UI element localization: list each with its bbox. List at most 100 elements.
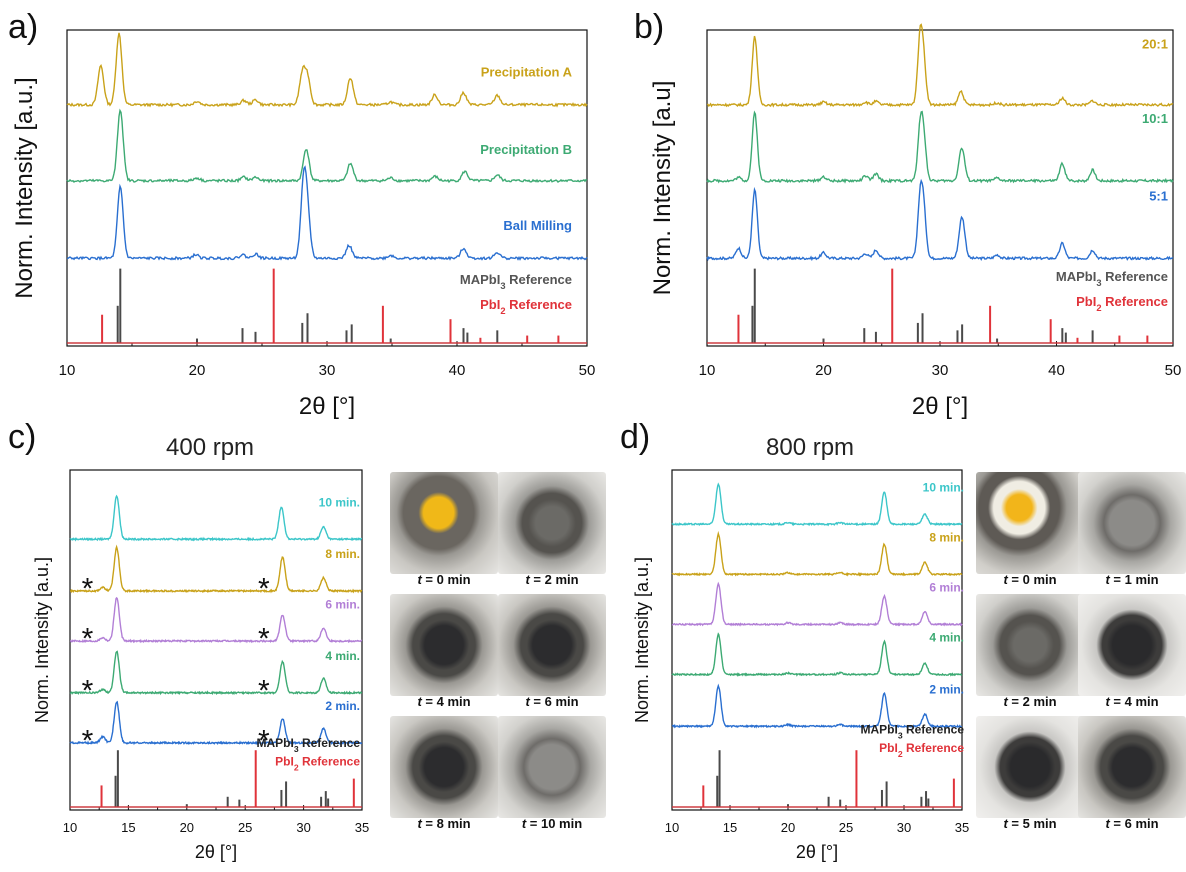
xrd-pattern-line: [69, 596, 363, 644]
asterisk-annotation: *: [258, 725, 270, 758]
photo-caption: t = 10 min: [521, 816, 583, 831]
xrd-pattern-line: [671, 482, 963, 527]
ball-mill-jar-photo: [390, 716, 498, 818]
x-axis-label: 2θ [°]: [912, 393, 968, 420]
x-tick-label: 15: [723, 820, 737, 835]
asterisk-annotation: *: [82, 573, 94, 606]
series-label: 2 min.: [929, 682, 964, 696]
asterisk-annotation: *: [258, 623, 270, 656]
ball-mill-jar-photo: [390, 472, 498, 574]
series-label: Precipitation A: [481, 64, 573, 79]
series-sticks: [672, 750, 962, 808]
rpm-title-d: 800 rpm: [766, 434, 855, 461]
x-tick-label: 10: [665, 820, 679, 835]
panel-label-b: b): [634, 8, 665, 46]
photo-caption: t = 4 min: [1105, 694, 1159, 709]
x-tick-label: 35: [355, 820, 369, 835]
y-axis-label: Norm. Intensity [a.u.]: [11, 77, 38, 298]
ball-mill-jar-photo: [1078, 594, 1186, 696]
xrd-chart-c: 10 15 20 25 30 35 2θ [°] Norm. Intensity [a.u.]…: [32, 469, 369, 862]
x-axis-label: 2θ [°]: [796, 842, 838, 862]
x-tick-label: 30: [932, 362, 949, 379]
series-label: MAPbI3 Reference: [460, 272, 572, 291]
series-label: 4 min.: [325, 649, 360, 663]
asterisk-annotation: *: [258, 674, 270, 707]
photo-caption: t = 4 min: [417, 694, 471, 709]
xrd-pattern-line: [706, 178, 1174, 262]
x-tick-label: 40: [449, 362, 466, 379]
x-tick-label: 10: [63, 820, 77, 835]
xrd-pattern-line: [69, 544, 363, 594]
xrd-pattern-line: [671, 581, 963, 627]
x-tick-label: 20: [815, 362, 832, 379]
x-tick-label: 30: [897, 820, 911, 835]
series-label: PbI2 Reference: [480, 297, 572, 316]
series-label: MAPbI3 Reference: [860, 723, 964, 741]
photo-caption: t = 5 min: [1003, 816, 1057, 831]
panel-label-a: a): [8, 8, 39, 46]
series-label: 5:1: [1149, 188, 1168, 203]
series-label: MAPbI3 Reference: [1056, 269, 1168, 288]
series-label: 4 min.: [929, 631, 964, 645]
photo-caption: t = 0 min: [1003, 572, 1057, 587]
x-tick-label: 20: [189, 362, 206, 379]
x-tick-label: 50: [1165, 362, 1182, 379]
x-tick-label: 25: [839, 820, 853, 835]
y-axis-label: Norm. Intensity [a.u]: [649, 81, 676, 296]
photo-caption: t = 0 min: [417, 572, 471, 587]
ball-mill-jar-photo: [498, 472, 606, 574]
series-label: 8 min.: [325, 547, 360, 561]
photo-caption: t = 2 min: [1003, 694, 1057, 709]
photo-caption: t = 1 min: [1105, 572, 1159, 587]
series-label: MAPbI3 Reference: [256, 736, 360, 754]
ball-mill-jar-photo: [1078, 472, 1186, 574]
x-tick-label: 15: [121, 820, 135, 835]
series-label: 2 min.: [325, 699, 360, 713]
xrd-pattern-line: [69, 494, 362, 542]
series-sticks: [707, 268, 1173, 344]
series-sticks: [672, 750, 962, 808]
series-label: Precipitation B: [480, 142, 572, 157]
series-label: PbI2 Reference: [1076, 294, 1168, 313]
series-label: 10 min.: [319, 495, 360, 509]
panel-label-d: d): [620, 418, 651, 456]
xrd-pattern-line: [66, 165, 588, 261]
x-tick-label: 50: [579, 362, 596, 379]
x-tick-label: 30: [296, 820, 310, 835]
x-tick-label: 10: [699, 362, 716, 379]
xrd-chart-b: 10 20 30 40 50 2θ [°] Norm. Intensity [a.u] 20:…: [649, 23, 1182, 420]
rpm-title-c: 400 rpm: [166, 434, 255, 461]
xrd-pattern-line: [66, 32, 588, 108]
asterisk-annotation: *: [82, 725, 94, 758]
ball-mill-jar-photo: [498, 594, 606, 696]
asterisk-annotation: *: [82, 623, 94, 656]
xrd-pattern-line: [671, 632, 963, 677]
xrd-pattern-line: [69, 700, 363, 746]
x-axis-label: 2θ [°]: [299, 393, 355, 420]
photo-caption: t = 8 min: [417, 816, 471, 831]
series-label: 10 min.: [923, 480, 964, 494]
xrd-pattern-line: [706, 110, 1174, 184]
series-label: Ball Milling: [503, 218, 572, 233]
xrd-pattern-line: [671, 683, 963, 729]
series-label: 8 min.: [929, 530, 964, 544]
series-label: 20:1: [1142, 37, 1168, 52]
series-sticks: [70, 750, 362, 808]
x-tick-label: 20: [180, 820, 194, 835]
asterisk-annotation: *: [258, 573, 270, 606]
xrd-pattern-line: [706, 23, 1174, 108]
x-tick-label: 25: [238, 820, 252, 835]
asterisk-annotation: *: [82, 674, 94, 707]
xrd-pattern-line: [69, 650, 363, 696]
series-label: 6 min.: [929, 581, 964, 595]
ball-mill-jar-photo: [976, 594, 1084, 696]
panel-label-c: c): [8, 418, 37, 456]
y-axis-label: Norm. Intensity [a.u.]: [32, 557, 52, 723]
x-tick-label: 10: [59, 362, 76, 379]
x-tick-label: 40: [1048, 362, 1065, 379]
photo-caption: t = 6 min: [525, 694, 579, 709]
x-tick-label: 20: [781, 820, 795, 835]
series-label: PbI2 Reference: [275, 754, 360, 772]
xrd-pattern-line: [671, 530, 963, 577]
photo-caption: t = 2 min: [525, 572, 579, 587]
